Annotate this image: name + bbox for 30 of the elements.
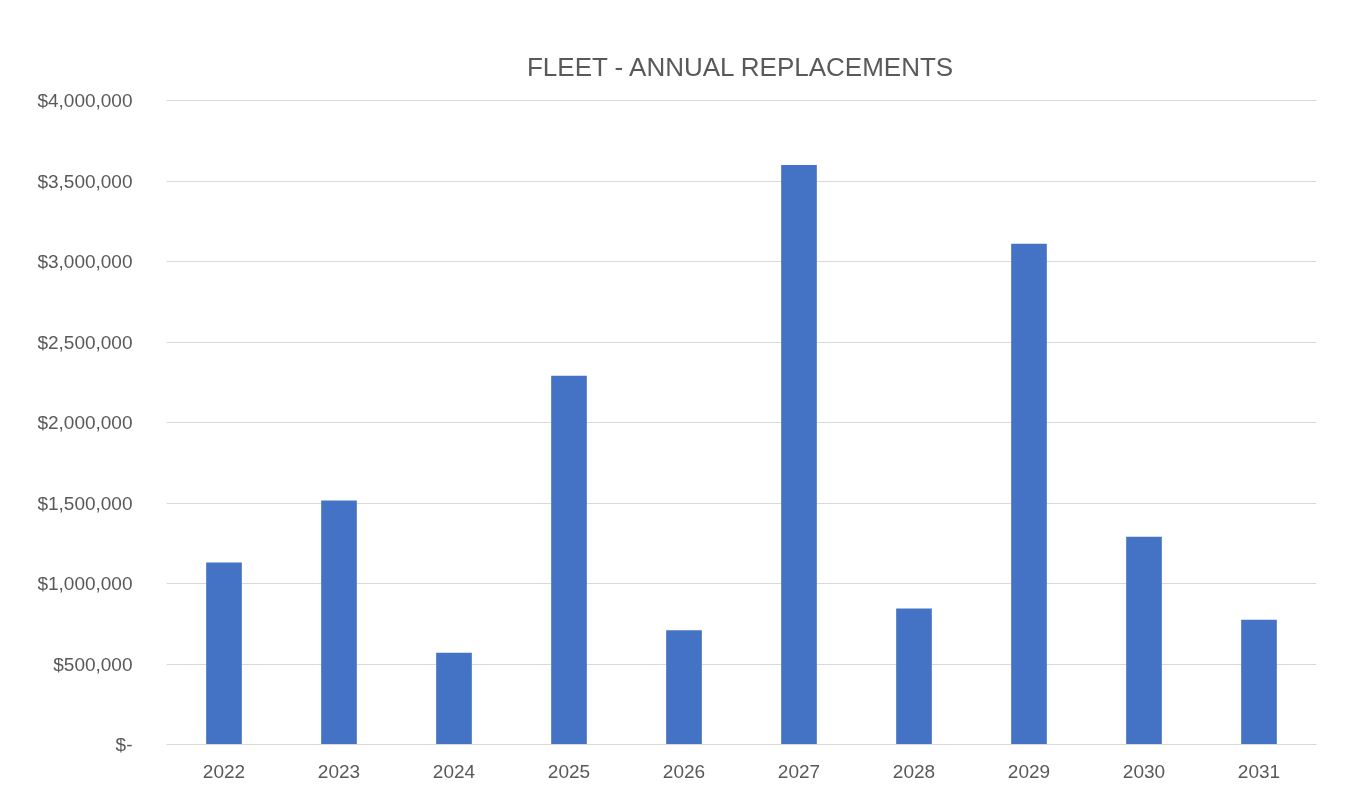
y-tick-label: $3,000,000 [37,251,133,272]
y-tick-label: $- [115,734,133,755]
x-tick-label: 2030 [1122,760,1166,782]
y-tick-label: $4,000,000 [37,90,133,111]
x-tick-label: 2027 [777,760,821,782]
bar [781,164,817,745]
y-tick-label: $2,500,000 [37,331,133,353]
bar [206,562,242,745]
x-tick-label: 2023 [317,760,361,782]
bar [1241,619,1277,745]
chart-title: FLEET - ANNUAL REPLACEMENTS [526,51,954,82]
x-tick-label: 2024 [432,760,476,782]
x-tick-label: 2026 [662,760,706,782]
x-tick-label: 2028 [892,760,936,782]
y-tick-label: $500,000 [53,653,133,675]
bar [666,630,702,745]
x-tick-label: 2031 [1237,760,1281,782]
bar [551,375,587,745]
y-tick-label: $3,500,000 [37,170,133,192]
bar [1011,243,1047,745]
bar [436,652,472,745]
y-tick-label: $2,000,000 [37,412,133,433]
x-tick-label: 2025 [547,760,591,782]
bar [321,500,357,745]
bar [1126,536,1162,745]
y-tick-label: $1,500,000 [37,492,133,514]
bar [896,608,932,745]
x-tick-label: 2029 [1007,760,1051,782]
y-tick-label: $1,000,000 [37,573,133,594]
x-tick-label: 2022 [202,760,246,782]
